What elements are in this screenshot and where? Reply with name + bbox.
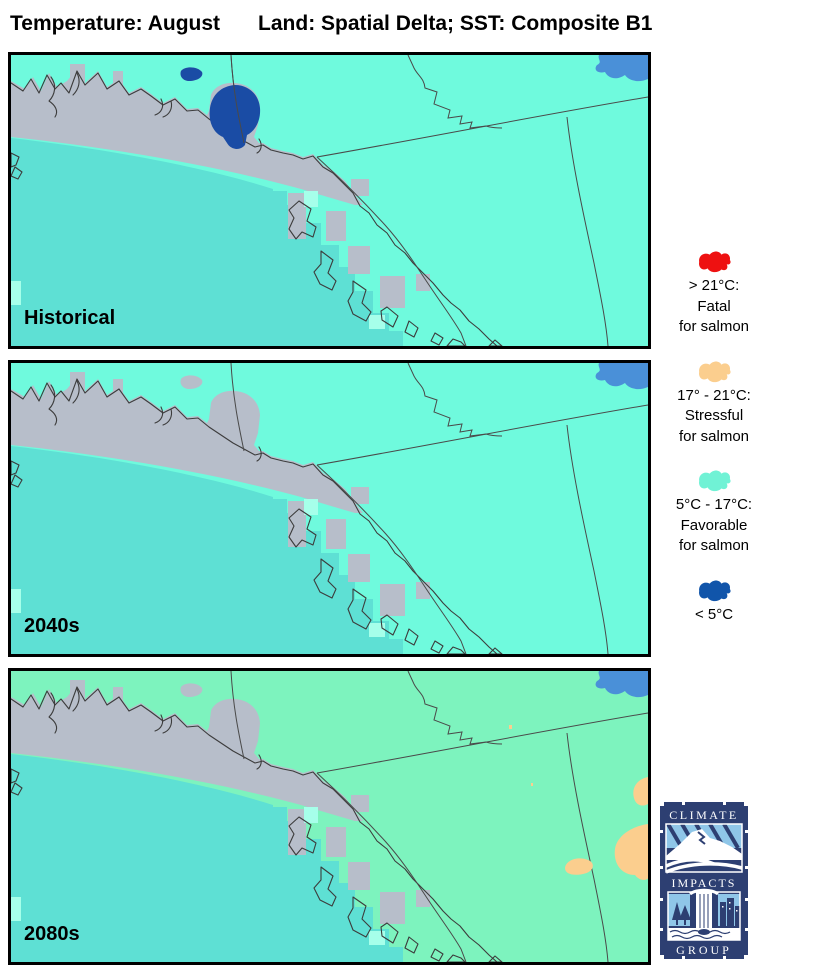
legend-category: Stressful	[684, 407, 744, 424]
map-panel-2040s: 2040s	[8, 360, 651, 657]
legend-range: 17° - 21°C:	[677, 386, 751, 404]
map-panel-2080s: 2080s	[8, 668, 651, 965]
map-2080s	[11, 671, 648, 962]
legend-range: 5°C - 17°C:	[675, 496, 753, 513]
legend-item-cold: < 5°C	[648, 577, 780, 626]
title-temperature-scenario: Temperature: August	[10, 12, 221, 35]
legend-range: < 5°C	[694, 605, 734, 623]
title-model-scenario: Land: Spatial Delta; SST: Composite B1	[258, 12, 653, 35]
legend: > 21°C: Fatal for salmon 17° - 21°C: Str…	[648, 248, 780, 645]
map-2040s	[11, 363, 648, 654]
climate-impacts-group-logo: CLIMATE IMPACTS	[660, 802, 748, 959]
salmon-icon-cold	[699, 579, 731, 601]
panel-label-historical: Historical	[24, 307, 116, 329]
logo-mountain-scene	[665, 822, 743, 874]
logo-notches	[660, 802, 748, 959]
base-map-layer	[11, 55, 648, 346]
legend-item-favorable: 5°C - 17°C: Favorable for salmon	[648, 467, 780, 557]
legend-range: > 21°C:	[688, 277, 740, 294]
legend-category: Fatal	[697, 297, 731, 315]
salmon-icon-favorable	[699, 470, 731, 492]
legend-item-stressful: 17° - 21°C: Stressful for salmon	[648, 358, 780, 448]
legend-subject: for salmon	[678, 318, 750, 335]
map-historical	[11, 55, 648, 346]
legend-subject: for salmon	[678, 537, 750, 554]
figure-title: Temperature: August Land: Spatial Delta; …	[10, 12, 652, 36]
panel-label-2080s: 2080s	[24, 923, 80, 945]
base-map-layer	[11, 671, 648, 962]
legend-category: Favorable	[680, 516, 748, 534]
legend-item-fatal: > 21°C: Fatal for salmon	[648, 248, 780, 338]
panel-label-2040s: 2040s	[24, 615, 80, 637]
salmon-icon-stressful	[699, 360, 731, 382]
logo-waterfall-scene	[667, 888, 741, 941]
logo-text-group: GROUP	[676, 943, 732, 957]
map-panel-historical: Historical	[8, 52, 651, 349]
legend-subject: for salmon	[678, 427, 750, 445]
logo-text-impacts: IMPACTS	[672, 876, 737, 890]
salmon-icon-fatal	[699, 251, 731, 273]
base-map-layer	[11, 363, 648, 654]
logo-text-climate: CLIMATE	[669, 808, 739, 822]
